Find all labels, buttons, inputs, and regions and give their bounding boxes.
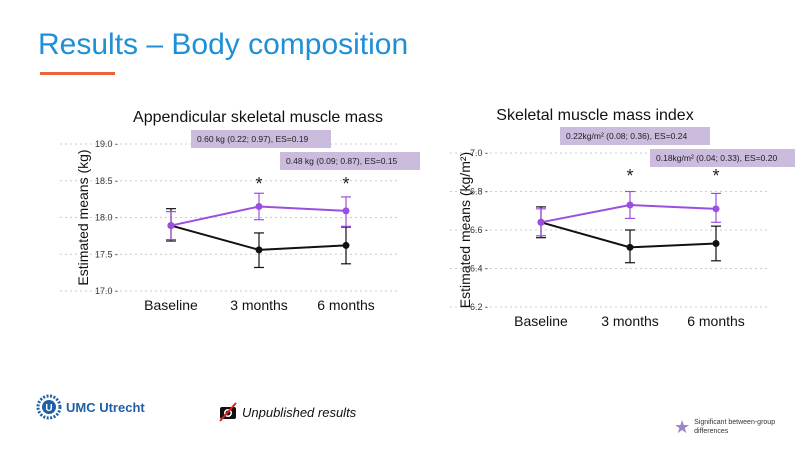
significance-star: * [255,174,262,194]
data-point [712,205,720,213]
data-point [342,207,350,215]
y-axis-label: Estimated means (kg/m²) [457,152,473,308]
chart-title: Appendicular skeletal muscle mass [133,109,383,126]
data-point [255,246,263,254]
x-tick-label: 3 months [230,297,288,313]
chart-title: Skeletal muscle mass index [496,107,693,124]
unpublished-text: Unpublished results [242,404,357,420]
svg-text:U: U [45,403,52,414]
significance-star: * [342,174,349,194]
series-line [540,221,717,249]
umc-logo: U UMC Utrecht [36,394,145,420]
x-tick-label: Baseline [514,313,568,329]
annotation-box [191,130,331,148]
annotation-text: 0.60 kg (0.22; 0.97), ES=0.19 [197,134,309,144]
y-tick-label: 6.2 - [470,302,488,312]
umc-logo-icon: U [36,394,62,420]
data-point [537,218,545,226]
y-tick-label: 6.8 - [470,187,488,197]
data-point [626,201,634,209]
y-tick-label: 17.0 - [95,286,118,296]
significance-star: * [712,166,719,186]
y-tick-label: 18.0 - [95,213,118,223]
logo-text: UMC Utrecht [66,399,145,415]
x-tick-label: 3 months [601,313,659,329]
data-point [712,239,720,247]
data-point [626,243,634,251]
annotation-box [560,127,710,145]
x-tick-label: 6 months [317,297,375,313]
legend-text: Significant between-group differences [694,419,776,435]
y-tick-label: 17.5 - [95,249,118,259]
star-icon: ★ [674,416,691,437]
annotation-box [280,152,420,170]
y-tick-label: 6.4 - [470,264,488,274]
data-point [167,222,175,230]
x-tick-label: 6 months [687,313,745,329]
data-point [255,202,263,210]
y-tick-label: 6.6 - [470,225,488,235]
slide-title: Results – Body composition [38,28,409,61]
title-underline [40,72,115,75]
no-camera-icon [219,402,237,422]
annotation-box [650,149,795,167]
y-tick-label: 18.5 - [95,176,118,186]
y-tick-label: 19.0 - [95,139,118,149]
significance-star: * [626,166,633,186]
annotation-text: 0.22kg/m² (0.08; 0.36), ES=0.24 [566,131,687,141]
unpublished-note: Unpublished results [218,402,356,422]
annotation-text: 0.18kg/m² (0.04; 0.33), ES=0.20 [656,153,777,163]
annotation-text: 0.48 kg (0.09; 0.87), ES=0.15 [286,156,398,166]
y-tick-label: 7.0 - [470,148,488,158]
significance-legend: ★ Significant between-group differences [674,418,784,436]
x-tick-label: Baseline [144,297,198,313]
data-point [342,241,350,249]
y-axis-label: Estimated means (kg) [75,149,91,285]
